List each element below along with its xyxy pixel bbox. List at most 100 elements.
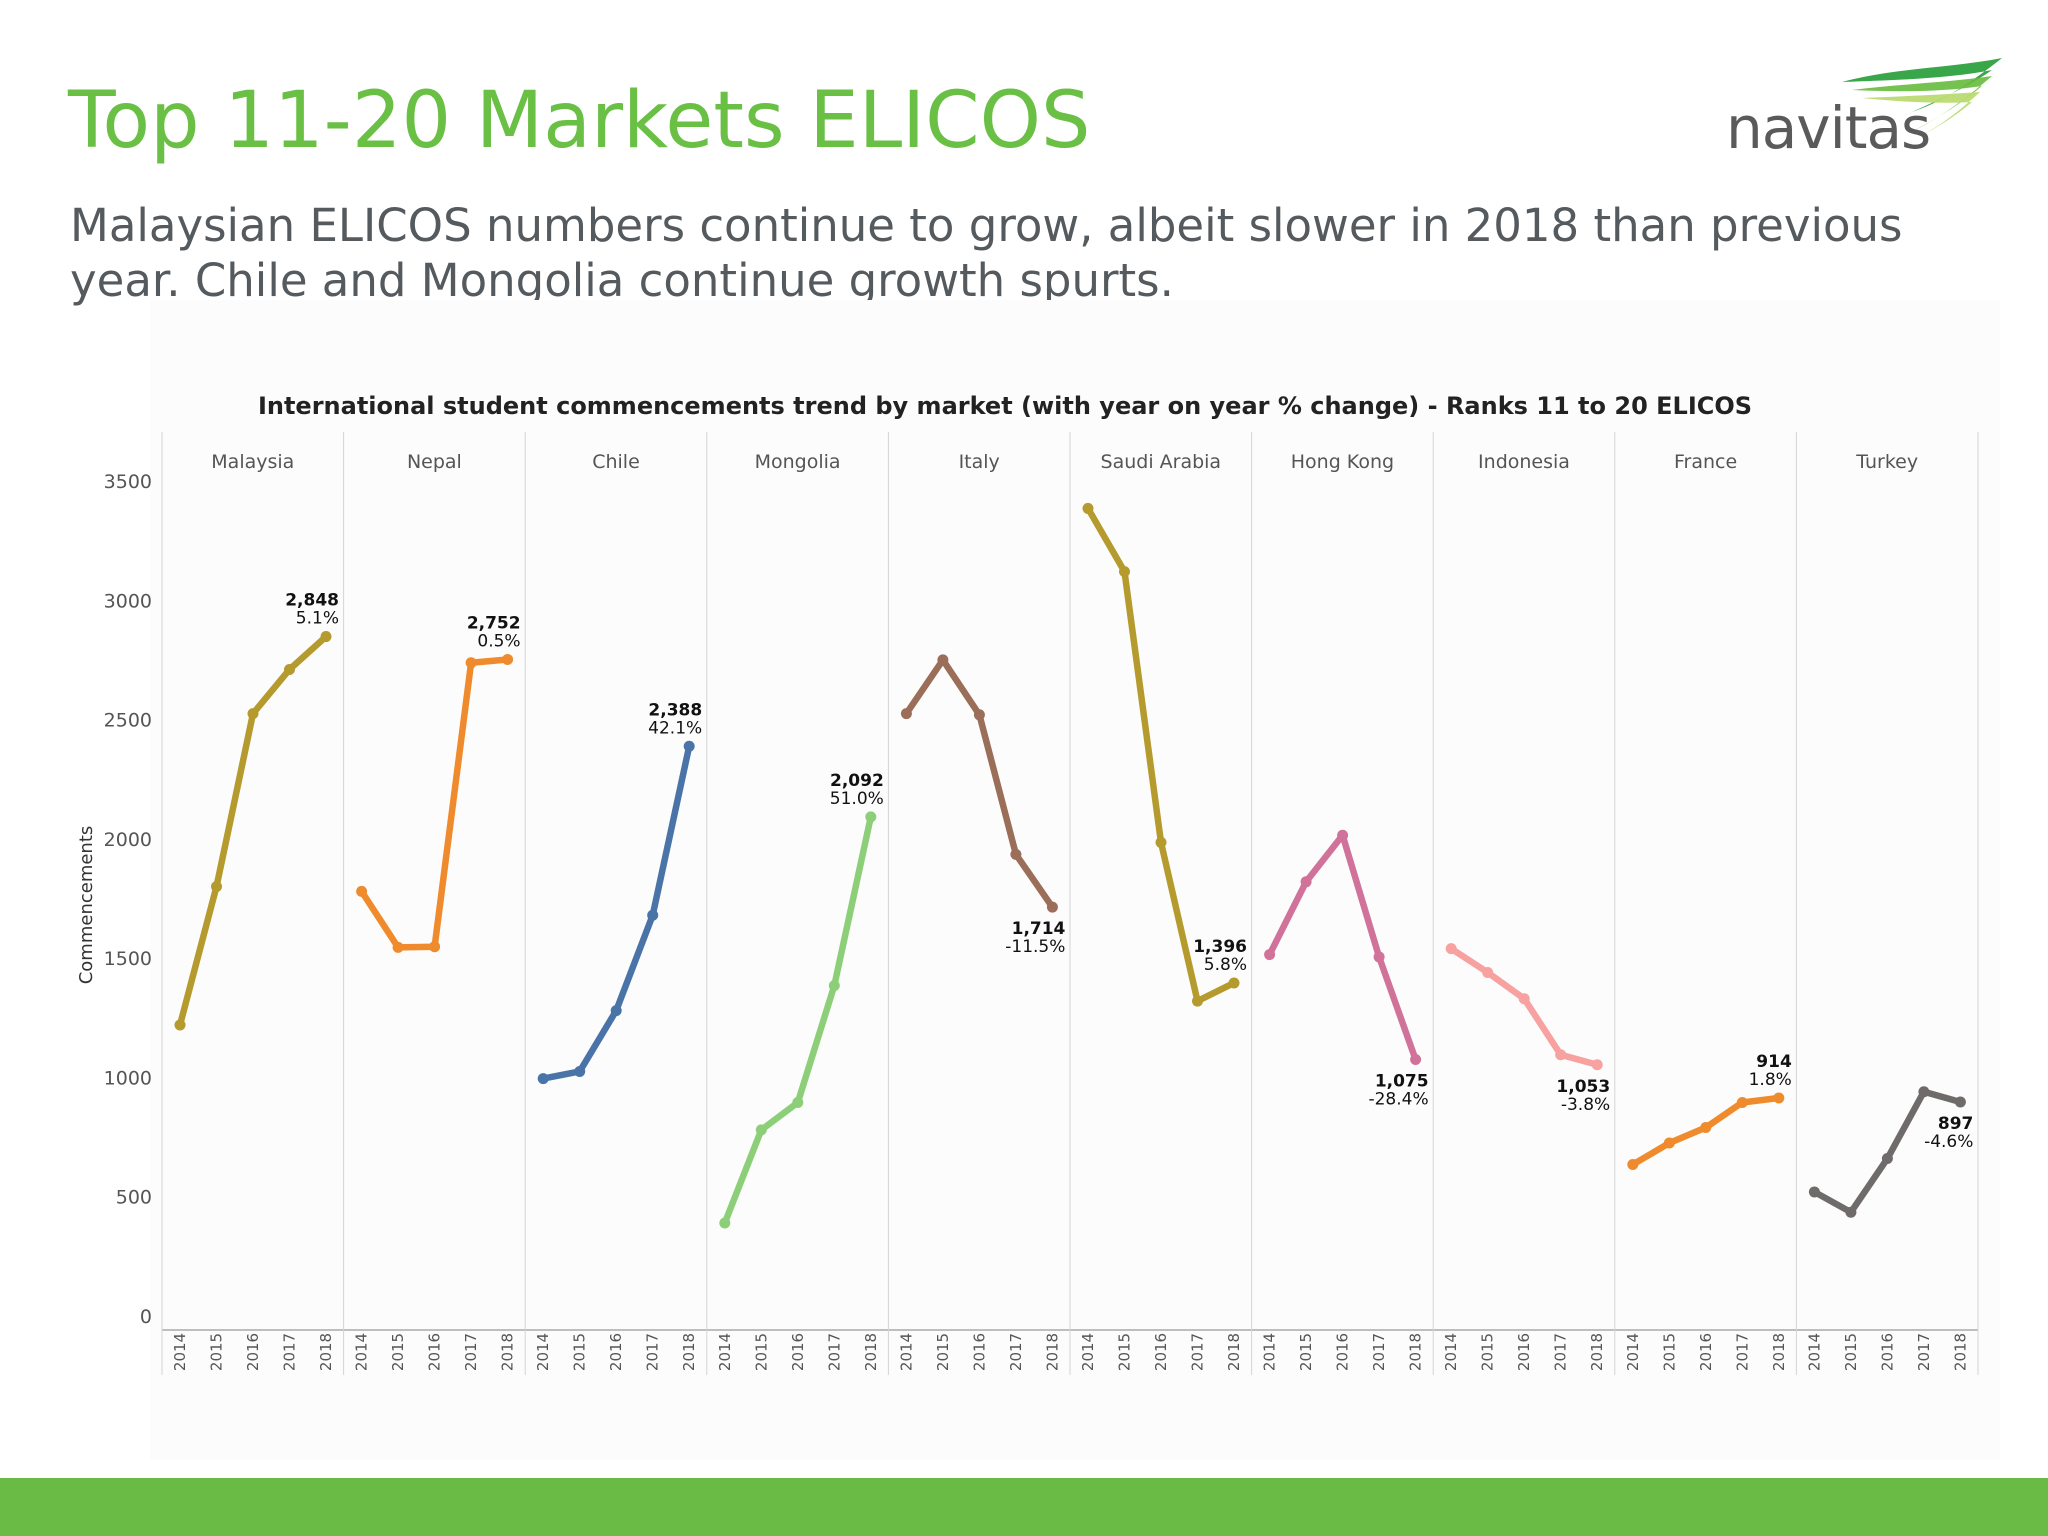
- x-tick-label: 2018: [1225, 1333, 1243, 1371]
- y-axis-label: Commencements: [76, 826, 97, 985]
- end-value-label: 1,075: [1375, 1072, 1429, 1092]
- x-tick-label: 2015: [208, 1333, 226, 1371]
- data-point: [1663, 1137, 1675, 1149]
- data-point: [1482, 966, 1494, 978]
- x-tick-label: 2014: [897, 1333, 915, 1371]
- data-point: [1954, 1096, 1966, 1108]
- chart-title: International student commencements tren…: [258, 392, 1752, 420]
- yoy-change-label: 1.8%: [1749, 1070, 1792, 1090]
- y-tick-label: 2500: [104, 710, 152, 732]
- data-point: [647, 909, 659, 921]
- x-tick-label: 2015: [934, 1333, 952, 1371]
- series-line-saudi-arabia: [1084, 505, 1238, 1005]
- x-tick-label: 2018: [499, 1333, 517, 1371]
- x-tick-label: 2017: [644, 1333, 662, 1371]
- x-tick-label: 2014: [171, 1333, 189, 1371]
- x-tick-label: 2014: [1624, 1333, 1642, 1371]
- logo-text: navitas: [1726, 94, 1931, 162]
- end-value-label: 1,396: [1193, 937, 1247, 957]
- x-tick-label: 2016: [1334, 1333, 1352, 1371]
- y-tick-label: 2000: [104, 829, 152, 851]
- end-value-label: 897: [1938, 1114, 1974, 1134]
- data-point: [1410, 1054, 1422, 1066]
- x-tick-label: 2018: [317, 1333, 335, 1371]
- y-tick-label: 3500: [104, 471, 152, 493]
- page-subtitle: Malaysian ELICOS numbers continue to gro…: [70, 199, 1903, 307]
- data-point: [284, 663, 295, 675]
- panel-header-france: France: [1674, 451, 1737, 473]
- panel-header-nepal: Nepal: [407, 451, 462, 473]
- data-point: [211, 881, 222, 893]
- data-point: [1046, 901, 1058, 913]
- x-tick-label: 2018: [862, 1333, 880, 1371]
- x-tick-label: 2017: [281, 1333, 299, 1371]
- swoosh-icon: [1842, 58, 2002, 140]
- data-point: [320, 631, 332, 643]
- series-line-italy: [903, 656, 1056, 911]
- data-point: [1518, 993, 1530, 1005]
- x-tick-label: 2016: [1152, 1333, 1170, 1371]
- data-point: [1192, 995, 1203, 1007]
- panel-header-chile: Chile: [592, 451, 640, 473]
- data-point: [683, 740, 695, 752]
- x-tick-label: 2018: [1770, 1333, 1788, 1371]
- panel-header-indonesia: Indonesia: [1478, 451, 1570, 473]
- data-point: [973, 709, 985, 721]
- data-point: [900, 708, 912, 720]
- data-point: [1555, 1049, 1567, 1061]
- data-point: [1700, 1122, 1712, 1134]
- x-tick-label: 2016: [607, 1333, 625, 1371]
- x-tick-label: 2017: [462, 1333, 480, 1371]
- yoy-change-label: 51.0%: [830, 789, 884, 809]
- panel-header-saudi-arabia: Saudi Arabia: [1101, 451, 1222, 473]
- data-point: [828, 980, 840, 992]
- data-point: [1736, 1096, 1748, 1108]
- data-point: [502, 653, 514, 665]
- x-tick-label: 2017: [825, 1333, 843, 1371]
- x-tick-label: 2016: [426, 1333, 444, 1371]
- x-tick-label: 2015: [571, 1333, 589, 1371]
- data-point: [247, 708, 259, 720]
- chart-panel: [150, 300, 2000, 1460]
- end-value-label: 914: [1756, 1052, 1792, 1072]
- x-tick-label: 2016: [244, 1333, 262, 1371]
- x-tick-label: 2017: [1552, 1333, 1570, 1371]
- data-point: [537, 1073, 549, 1085]
- footer-bar: [0, 1478, 2048, 1536]
- yoy-change-label: 0.5%: [477, 631, 520, 651]
- end-value-label: 2,092: [830, 771, 884, 791]
- x-tick-label: 2018: [1951, 1333, 1969, 1371]
- yoy-change-label: -28.4%: [1368, 1090, 1428, 1110]
- end-value-label: 1,053: [1556, 1077, 1610, 1097]
- x-tick-label: 2016: [789, 1333, 807, 1371]
- data-point: [719, 1217, 731, 1229]
- x-tick-label: 2015: [389, 1333, 407, 1371]
- y-tick-label: 1500: [104, 948, 152, 970]
- x-tick-label: 2014: [1442, 1333, 1460, 1371]
- yoy-change-label: -4.6%: [1924, 1132, 1973, 1152]
- yoy-change-label: -11.5%: [1005, 937, 1065, 957]
- y-tick-label: 3000: [104, 590, 152, 612]
- line-chart: International student commencements tren…: [76, 392, 1979, 1375]
- x-tick-label: 2015: [1660, 1333, 1678, 1371]
- x-tick-label: 2018: [1407, 1333, 1425, 1371]
- x-tick-label: 2015: [1297, 1333, 1315, 1371]
- data-point: [1881, 1153, 1893, 1165]
- x-tick-label: 2014: [353, 1333, 371, 1371]
- x-tick-label: 2015: [1479, 1333, 1497, 1371]
- x-tick-label: 2016: [1878, 1333, 1896, 1371]
- y-tick-label: 0: [140, 1306, 152, 1328]
- panel-header-hong-kong: Hong Kong: [1291, 451, 1394, 473]
- data-point: [356, 885, 368, 897]
- x-tick-label: 2017: [1007, 1333, 1025, 1371]
- x-tick-label: 2015: [752, 1333, 770, 1371]
- series-line-indonesia: [1447, 945, 1601, 1069]
- panel-header-italy: Italy: [959, 451, 1000, 473]
- data-point: [574, 1065, 586, 1077]
- data-point: [1082, 502, 1094, 514]
- x-tick-label: 2014: [534, 1333, 552, 1371]
- x-tick-label: 2014: [716, 1333, 734, 1371]
- data-point: [1228, 977, 1240, 989]
- data-point: [1845, 1206, 1857, 1218]
